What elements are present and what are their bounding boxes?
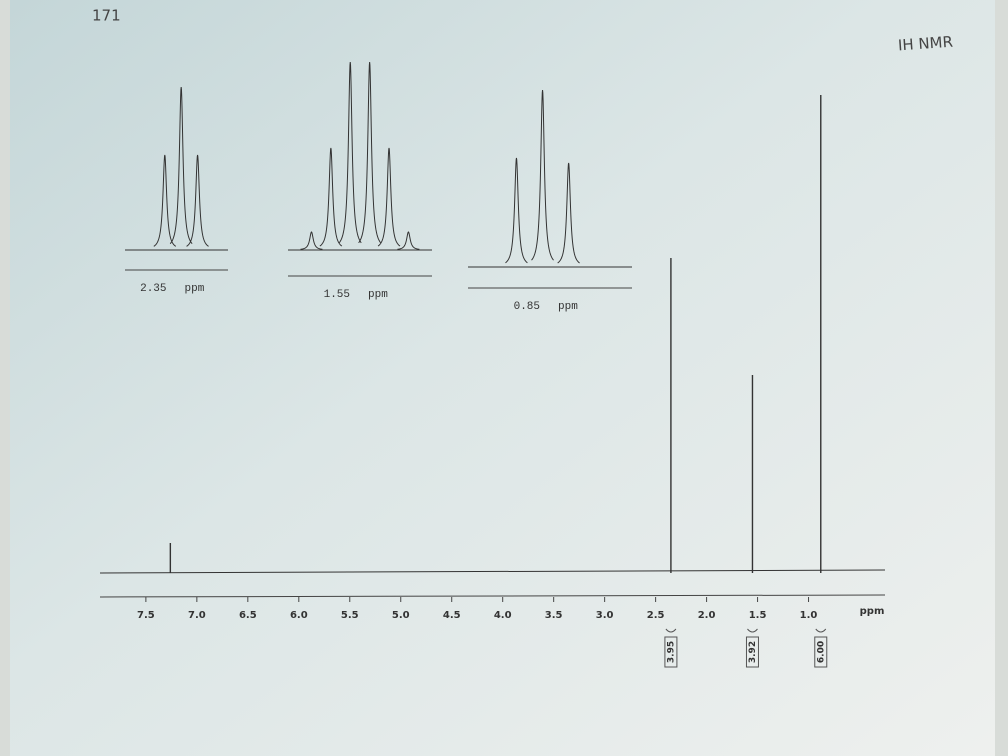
inset-peak <box>300 231 323 250</box>
x-tick-label: 1.0 <box>800 610 818 621</box>
inset-center-label: 2.35 <box>140 283 166 295</box>
x-tick-label: 1.5 <box>749 610 767 621</box>
integral-bracket <box>665 628 677 633</box>
inset-peak <box>397 231 420 250</box>
inset-center-label: 0.85 <box>514 301 540 313</box>
inset-peak <box>377 147 401 247</box>
x-tick-label: 5.0 <box>392 610 410 621</box>
integral-box <box>814 636 828 668</box>
paper <box>10 0 995 756</box>
integral-label: 3.92 <box>748 641 758 663</box>
x-tick-label: 6.0 <box>290 610 308 621</box>
inset-unit: ppm <box>558 301 578 313</box>
inset-unit: ppm <box>185 283 205 295</box>
inset-peak <box>319 147 343 247</box>
inset-center-label: 1.55 <box>324 289 350 301</box>
x-tick-label: 7.0 <box>188 610 206 621</box>
inset-peak <box>153 154 177 247</box>
x-tick-label: 2.0 <box>698 610 716 621</box>
integral-bracket <box>747 628 758 633</box>
x-tick-label: 7.5 <box>137 610 155 621</box>
x-axis <box>99 594 886 598</box>
spectrum-area: 7.5 7.0 6.5 6.0 5.5 5.0 4.5 4.0 3.5 3.0 2.5 2.0 1.5 1… <box>99 61 886 668</box>
x-axis-label: ppm <box>860 606 885 617</box>
integral-label: 3.95 <box>666 641 676 663</box>
inset-peak <box>505 157 528 264</box>
inset-peak <box>531 89 554 261</box>
x-tick-label: 4.0 <box>494 610 512 621</box>
x-tick-label: 3.5 <box>545 610 563 621</box>
integral-label: 6.00 <box>816 641 826 663</box>
inset-peak <box>186 154 209 247</box>
header-note: IH NMR <box>897 33 953 55</box>
x-tick-label: 4.5 <box>443 610 461 621</box>
x-tick-label: 6.5 <box>239 610 257 621</box>
inset-peak <box>338 61 362 244</box>
x-tick-label: 3.0 <box>596 610 614 621</box>
page-number: 171 <box>92 7 121 25</box>
inset-peak <box>358 61 382 244</box>
x-tick-label: 5.5 <box>341 610 359 621</box>
x-tick-label: 2.5 <box>647 610 665 621</box>
inset-peak <box>169 86 193 245</box>
inset-peak <box>557 162 580 264</box>
integral-box <box>745 636 759 668</box>
integral-bracket <box>815 628 827 633</box>
integral-box <box>664 636 678 668</box>
inset-unit: ppm <box>368 289 388 301</box>
baseline <box>99 569 886 574</box>
